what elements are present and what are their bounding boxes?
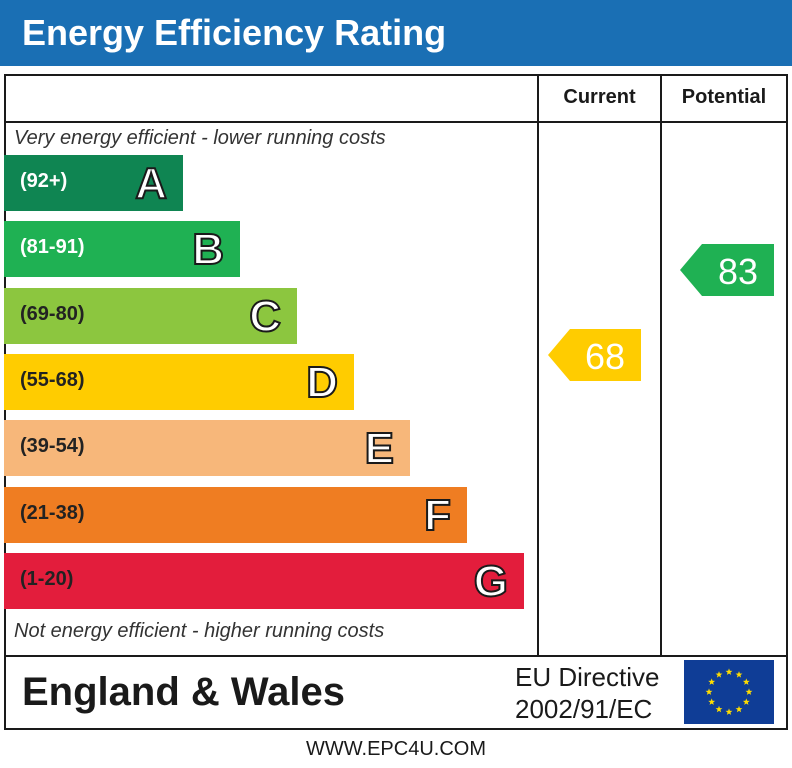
eu-star xyxy=(725,668,733,675)
current-rating-arrow: 68 xyxy=(548,329,641,381)
eu-flag-icon xyxy=(684,660,774,724)
eu-star xyxy=(725,708,733,715)
eu-directive-number: 2002/91/EC xyxy=(515,694,653,724)
band-e: (39-54) E xyxy=(4,420,410,476)
footer-divider xyxy=(4,655,788,657)
caption-bottom: Not energy efficient - higher running co… xyxy=(14,620,385,642)
header-bar: Energy Efficiency Rating xyxy=(0,0,792,66)
band-letter: D xyxy=(305,357,339,408)
header-row-divider xyxy=(4,121,788,123)
arrow-shape xyxy=(548,329,641,381)
band-range: (81-91) xyxy=(20,236,85,258)
eu-star xyxy=(715,671,723,678)
caption-top: Very energy efficient - lower running co… xyxy=(14,127,386,149)
band-range: (1-20) xyxy=(20,568,74,590)
column-potential: Potential xyxy=(681,86,767,108)
divider-current xyxy=(537,74,539,656)
band-b: (81-91) B xyxy=(4,221,240,277)
band-range: (21-38) xyxy=(20,502,85,524)
band-f: (21-38) F xyxy=(4,487,467,543)
page-title: Energy Efficiency Rating xyxy=(22,12,447,53)
eu-star xyxy=(708,698,716,705)
eu-star xyxy=(742,698,750,705)
band-letter: E xyxy=(364,423,395,474)
band-letter: A xyxy=(134,158,168,209)
band-range: (55-68) xyxy=(20,369,85,391)
eu-star xyxy=(708,678,716,685)
band-letter: C xyxy=(248,291,282,342)
arrow-shape xyxy=(680,244,774,296)
eu-star xyxy=(745,688,753,695)
band-range: (39-54) xyxy=(20,435,85,457)
eu-star xyxy=(742,678,750,685)
band-range: (69-80) xyxy=(20,303,85,325)
eu-star xyxy=(735,671,743,678)
band-letter: B xyxy=(191,224,225,275)
band-a: (92+) A xyxy=(4,155,183,211)
website-url: WWW.EPC4U.COM xyxy=(306,738,486,760)
band-d: (55-68) D xyxy=(4,354,354,410)
band-g: (1-20) G xyxy=(4,553,524,609)
eu-star xyxy=(735,705,743,713)
eu-star xyxy=(715,705,723,713)
band-letter: G xyxy=(473,556,509,607)
divider-potential xyxy=(660,74,662,656)
eu-directive-label: EU Directive xyxy=(515,662,660,692)
potential-rating-arrow: 83 xyxy=(680,244,774,296)
band-range: (92+) xyxy=(20,170,68,192)
potential-rating-value: 83 xyxy=(717,251,758,292)
band-c: (69-80) C xyxy=(4,288,297,344)
eu-star xyxy=(705,688,713,695)
column-current: Current xyxy=(563,86,636,108)
current-rating-value: 68 xyxy=(584,336,625,377)
region-label: England & Wales xyxy=(22,670,346,714)
band-letter: F xyxy=(423,490,452,541)
